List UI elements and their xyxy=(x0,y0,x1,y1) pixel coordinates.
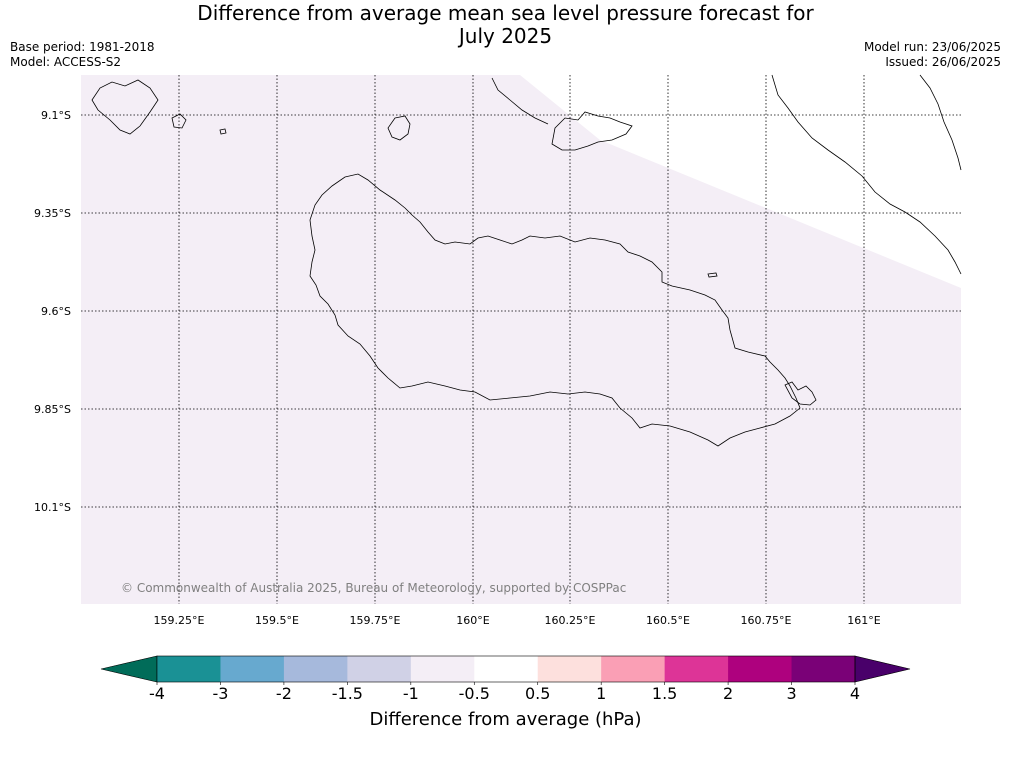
colorbar-tick-label: 3 xyxy=(786,684,797,703)
colorbar-tick-label: -4 xyxy=(149,684,165,703)
coastline-russell-small xyxy=(171,113,187,129)
colorbar-segment xyxy=(410,656,475,682)
colorbar-segment xyxy=(157,656,221,682)
graticule xyxy=(81,75,961,604)
title-line-1: Difference from average mean sea level p… xyxy=(197,1,814,25)
title-line-2: July 2025 xyxy=(458,24,553,48)
lat-labels: 9.1°S 9.35°S 9.6°S 9.85°S 10.1°S xyxy=(34,109,71,514)
colorbar-tick-label: 2 xyxy=(722,684,734,703)
meta-right: Model run: 23/06/2025 Issued: 26/06/2025 xyxy=(864,40,1001,70)
lon-label: 160.25°E xyxy=(545,614,596,627)
coastline-isabel xyxy=(491,77,549,125)
colorbar-segment xyxy=(791,656,856,682)
coastline-russell-dot xyxy=(219,128,227,135)
coastline-malaita-north xyxy=(919,74,962,171)
copyright-notice: © Commonwealth of Australia 2025, Bureau… xyxy=(121,581,626,595)
colorbar-under-arrow xyxy=(100,655,158,683)
colorbar-segment xyxy=(283,656,348,682)
lat-label: 9.6°S xyxy=(41,305,71,318)
coastline-russell xyxy=(91,79,159,135)
colorbar-segment xyxy=(347,656,412,682)
colorbar-tick-label: 4 xyxy=(849,684,861,703)
colorbar-segment xyxy=(728,656,793,682)
colorbar-tick-label: 0.5 xyxy=(524,684,551,703)
lat-label: 9.85°S xyxy=(34,403,71,416)
lon-labels: 159.25°E 159.5°E 159.75°E 160°E 160.25°E… xyxy=(154,614,881,627)
coastlines xyxy=(91,74,962,447)
colorbar-tick-label: -2 xyxy=(275,684,292,703)
model-name: Model: ACCESS-S2 xyxy=(10,55,122,69)
issued-date: Issued: 26/06/2025 xyxy=(885,55,1001,69)
lon-label: 159.5°E xyxy=(255,614,299,627)
coastline-marau xyxy=(784,381,817,406)
colorbar-tick-label: -3 xyxy=(212,684,229,703)
lon-label: 160°E xyxy=(456,614,489,627)
model-run: Model run: 23/06/2025 xyxy=(863,40,1001,54)
colorbar-segment xyxy=(537,656,602,682)
colorbar-tick-label: 1 xyxy=(596,684,607,703)
lon-label: 159.75°E xyxy=(350,614,401,627)
colorbar-segment xyxy=(601,656,666,682)
meta-left: Base period: 1981-2018 Model: ACCESS-S2 xyxy=(10,40,155,70)
colorbar-segment xyxy=(474,656,539,682)
lon-label: 160.5°E xyxy=(646,614,690,627)
colorbar-tick-label: 1.5 xyxy=(651,684,678,703)
base-period: Base period: 1981-2018 xyxy=(10,40,155,54)
lon-label: 160.75°E xyxy=(741,614,792,627)
colorbar-title: Difference from average (hPa) xyxy=(369,709,642,730)
colorbar-over-arrow xyxy=(854,655,911,683)
colorbar-tick-label: -1.5 xyxy=(331,684,363,703)
coastline-islet xyxy=(707,272,718,278)
coastline-savo xyxy=(387,115,411,141)
colorbar-segment xyxy=(664,656,729,682)
colorbar-segment xyxy=(220,656,285,682)
lat-label: 9.35°S xyxy=(34,207,71,220)
colorbar-tick-label: -0.5 xyxy=(458,684,490,703)
lon-label: 159.25°E xyxy=(154,614,205,627)
colorbar xyxy=(100,655,911,685)
coastline-nggela xyxy=(551,111,633,151)
colorbar-tick-label: -1 xyxy=(402,684,419,703)
lat-label: 10.1°S xyxy=(34,501,71,514)
lon-label: 161°E xyxy=(847,614,880,627)
colorbar-outline xyxy=(156,655,856,683)
coastline-malaita xyxy=(771,74,962,275)
lat-label: 9.1°S xyxy=(41,109,71,122)
coastline-guadalcanal xyxy=(309,173,801,447)
